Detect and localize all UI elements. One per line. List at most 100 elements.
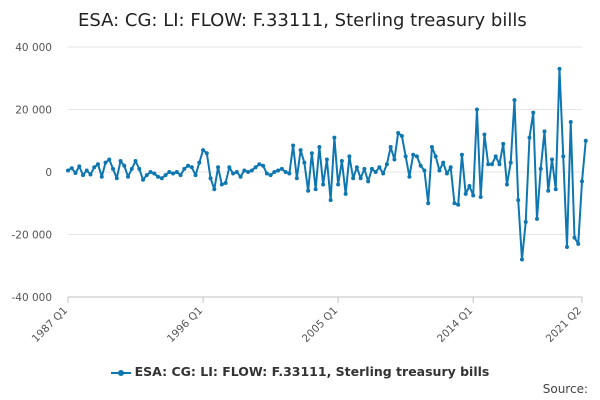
data-point [111, 166, 116, 171]
x-tick-label: 1996 Q1 [165, 305, 205, 345]
data-point [512, 98, 517, 103]
data-point [486, 162, 491, 167]
data-point [328, 198, 333, 203]
data-point [276, 168, 281, 173]
data-point [313, 187, 318, 192]
data-point [204, 151, 209, 156]
data-point [339, 159, 344, 164]
y-tick-label: 20 000 [15, 105, 52, 117]
data-point [519, 257, 524, 262]
data-point [279, 166, 284, 171]
data-point [208, 176, 213, 181]
x-tick-label: 2005 Q1 [300, 305, 340, 345]
data-point [568, 120, 573, 124]
source-label: Source: [542, 382, 588, 396]
data-point [77, 164, 82, 169]
data-point [84, 168, 89, 173]
data-point [501, 141, 506, 146]
data-point [156, 174, 161, 179]
data-point [122, 163, 127, 168]
data-point [178, 173, 183, 178]
data-point [354, 165, 359, 170]
data-point [407, 174, 412, 179]
y-tick-label: -20 000 [11, 230, 52, 242]
data-point [148, 170, 153, 174]
legend[interactable]: ESA: CG: LI: FLOW: F.33111, Sterling tre… [0, 364, 600, 379]
data-point [527, 135, 532, 140]
data-point [298, 148, 303, 153]
data-point [564, 245, 569, 249]
x-tick-label: 2021 Q2 [544, 305, 584, 345]
data-point [171, 171, 176, 176]
data-point [219, 182, 224, 187]
data-point [531, 110, 536, 115]
data-point [347, 154, 352, 159]
data-point [433, 154, 438, 159]
data-point [332, 135, 337, 140]
data-point [448, 165, 453, 170]
data-point [126, 174, 131, 179]
legend-line-marker-icon [110, 368, 131, 378]
data-point [73, 170, 78, 175]
data-point [437, 168, 442, 173]
data-point [302, 160, 307, 165]
data-point [576, 241, 581, 246]
data-point [516, 198, 521, 203]
y-tick-label: 40 000 [15, 42, 52, 54]
data-point [223, 180, 228, 185]
data-point [234, 170, 239, 174]
data-point [309, 151, 314, 156]
data-point [238, 174, 243, 179]
data-point [189, 165, 194, 170]
data-point [107, 157, 112, 162]
data-point [324, 157, 329, 162]
data-point [580, 179, 584, 184]
data-point [403, 154, 408, 159]
data-point [88, 172, 93, 177]
series-line [67, 67, 587, 261]
data-point [152, 171, 157, 176]
data-point [553, 187, 558, 192]
data-point [542, 129, 547, 134]
data-point [216, 165, 221, 170]
data-point [429, 145, 434, 149]
data-point [534, 216, 539, 221]
data-point [411, 152, 416, 157]
data-point [538, 166, 543, 171]
data-point [557, 66, 562, 71]
data-point [362, 166, 367, 171]
data-point [392, 157, 397, 162]
data-point [182, 166, 187, 171]
data-point [167, 170, 172, 174]
data-point [418, 163, 423, 168]
data-point [242, 168, 247, 173]
data-point [523, 220, 528, 224]
series-sterling-treasury-bills [66, 66, 588, 262]
x-axis: 1987 Q1 1996 Q1 2005 Q1 2014 Q1 2021 Q2 [30, 296, 584, 345]
data-point [137, 166, 142, 171]
data-point [92, 165, 97, 170]
data-point [291, 143, 296, 148]
data-point [358, 176, 363, 181]
data-point [231, 171, 236, 176]
data-point [561, 154, 566, 159]
data-point [441, 160, 446, 165]
data-point [163, 173, 168, 178]
data-point [174, 170, 179, 174]
data-point [66, 168, 70, 173]
data-point [283, 170, 288, 174]
data-point [129, 166, 134, 171]
legend-label: ESA: CG: LI: FLOW: F.33111, Sterling tre… [134, 364, 490, 379]
data-point [482, 132, 487, 137]
data-point [351, 176, 356, 181]
x-tick-label: 1987 Q1 [30, 305, 70, 345]
data-point [381, 171, 386, 176]
data-point [463, 191, 468, 196]
data-point [201, 148, 206, 153]
data-point [377, 165, 382, 170]
data-point [508, 160, 513, 165]
data-point [186, 163, 191, 168]
data-point [456, 202, 461, 207]
data-point [321, 182, 326, 187]
